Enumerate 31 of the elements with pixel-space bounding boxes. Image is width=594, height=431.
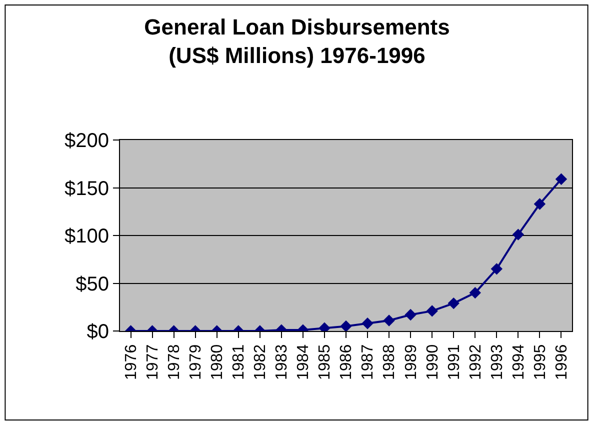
x-tick-label: 1992 xyxy=(467,344,484,380)
x-tick-label: 1990 xyxy=(424,344,442,380)
point xyxy=(490,263,503,275)
y-tick-label: $150 xyxy=(64,178,109,200)
x-tick-label: 1993 xyxy=(488,344,506,380)
x-tick-label: 1994 xyxy=(510,344,528,380)
y-tick-label: $0 xyxy=(86,321,109,343)
x-tick-label: 1995 xyxy=(532,344,549,380)
point xyxy=(512,228,524,240)
x-tick-label: 1976 xyxy=(122,344,140,380)
x-tick-label: 1988 xyxy=(381,344,398,380)
x-tick-label: 1981 xyxy=(230,344,248,380)
y-tick-label: $50 xyxy=(76,273,109,296)
x-tick-label: 1985 xyxy=(316,344,334,380)
x-tick-label: 1989 xyxy=(402,344,420,380)
x-tick-label: 1983 xyxy=(274,344,291,380)
x-tick-label: 1996 xyxy=(553,344,570,380)
x-tick-label: 1977 xyxy=(144,344,162,380)
x-tick-label: 1987 xyxy=(360,344,377,380)
x-tick-label: 1991 xyxy=(446,344,463,380)
x-tick-label: 1986 xyxy=(338,344,356,380)
x-tick-label: 1978 xyxy=(166,344,184,380)
y-tick-label: $200 xyxy=(64,130,109,152)
point xyxy=(534,198,546,210)
x-tick-label: 1982 xyxy=(252,344,270,380)
x-tick-label: 1984 xyxy=(295,344,312,380)
chart-title: General Loan Disbursements (US$ Millions) 1976-1996 xyxy=(144,14,450,68)
point xyxy=(555,173,568,186)
x-tick-label: 1979 xyxy=(188,344,205,380)
y-tick-label: $100 xyxy=(64,226,109,248)
x-tick-label: 1980 xyxy=(209,344,226,380)
